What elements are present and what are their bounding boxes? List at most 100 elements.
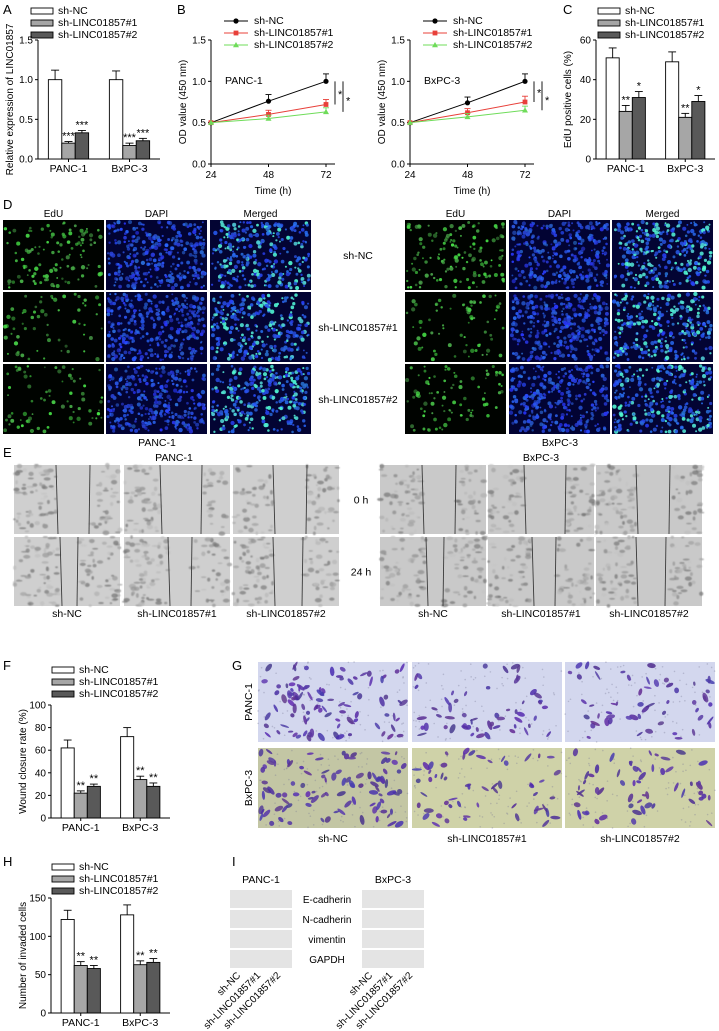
legend-swatch [30, 7, 54, 15]
cell-dot [579, 293, 582, 296]
cell-shape [125, 541, 131, 546]
cell-shape [146, 524, 154, 530]
cell-dot [215, 377, 220, 383]
cell-dot [54, 366, 58, 370]
cell-dot [196, 225, 200, 229]
cell-dot [122, 356, 126, 360]
cell-dot [597, 222, 600, 225]
cell-dot [657, 317, 661, 320]
cell-dot [590, 416, 594, 421]
cell-dot [657, 250, 661, 254]
legend-swatch [30, 19, 54, 27]
cell-dot [180, 351, 185, 356]
cell-dot [221, 229, 224, 232]
cell-dot [454, 286, 457, 289]
cell-shape [112, 491, 119, 494]
cell-dot [230, 364, 234, 368]
cell-dot [416, 336, 421, 341]
cell-dot [290, 342, 294, 347]
cell-shape [24, 535, 29, 539]
cell-dot [536, 341, 539, 345]
cell-dot [655, 390, 660, 394]
cell-dot [180, 308, 184, 312]
cell-shape [150, 558, 155, 562]
cell-dot [114, 381, 119, 386]
cell-dot [292, 403, 296, 408]
cell-dot [137, 366, 141, 370]
cell-shape [54, 511, 58, 514]
cell-dot [188, 346, 192, 351]
cell-dot [43, 398, 46, 402]
cell-dot [418, 286, 422, 289]
cell-dot [517, 270, 520, 272]
cell-dot [129, 252, 132, 256]
cell-shape [264, 503, 271, 507]
cell-dot [293, 342, 297, 346]
cell-dot [696, 330, 701, 335]
cell-dot [545, 322, 550, 327]
cell-dot [233, 367, 236, 370]
cell-dot [589, 303, 592, 306]
cell-dot [149, 353, 154, 358]
cell-dot [627, 347, 630, 350]
cell-dot [304, 323, 309, 328]
cell-dot [630, 346, 633, 349]
cell-dot [253, 394, 256, 397]
cell-dot [132, 391, 136, 395]
cell-dot [673, 413, 678, 418]
cell-dot [484, 274, 488, 279]
cell-dot [154, 409, 158, 413]
cell-dot [3, 324, 8, 329]
cell-dot [139, 357, 143, 361]
cell-dot [627, 395, 630, 399]
cell-dot [168, 402, 170, 404]
cell-shape [27, 477, 34, 480]
cell-shape [206, 504, 213, 507]
cell-dot [296, 368, 301, 373]
cell-dot [297, 269, 302, 273]
cell-dot [559, 385, 562, 388]
cell-dot [568, 324, 571, 327]
cell-dot [693, 291, 698, 297]
cell-dot [522, 338, 526, 341]
cell-dot [231, 268, 236, 273]
cell-dot [243, 353, 247, 358]
cell-shape [107, 557, 111, 560]
cell-dot [698, 415, 703, 421]
cell-dot [498, 264, 501, 267]
cell-dot [645, 418, 649, 422]
cell-dot [678, 281, 682, 285]
cell-dot [491, 364, 495, 369]
cell-dot [549, 418, 552, 421]
cell-dot [411, 267, 416, 272]
cell-shape [104, 596, 110, 600]
cell-dot [539, 297, 543, 301]
cell-dot [250, 370, 255, 375]
cell-dot [467, 286, 471, 290]
cell-dot [122, 409, 125, 412]
cell-dot [682, 247, 687, 252]
micrograph-background [3, 220, 104, 290]
cell-dot [226, 386, 230, 389]
cell-dot [174, 425, 177, 428]
cell-dot [454, 229, 458, 233]
cell-dot [198, 268, 201, 272]
cell-dot [265, 343, 268, 346]
cell-dot [186, 401, 189, 405]
cell-dot [123, 350, 128, 355]
cell-dot [686, 356, 690, 360]
cell-shape [39, 513, 46, 517]
cell-dot [299, 318, 304, 324]
cell-dot [659, 242, 663, 246]
cell-dot [690, 222, 693, 225]
micrograph-merged [612, 364, 713, 434]
cell-dot [262, 252, 266, 256]
cell-dot [95, 313, 98, 316]
cell-dot [248, 280, 251, 283]
cell-dot [472, 235, 477, 240]
cell-shape [113, 540, 119, 546]
cell-dot [528, 284, 531, 287]
cell-dot [536, 329, 539, 332]
cell-dot [553, 319, 558, 324]
cell-dot [584, 426, 588, 429]
